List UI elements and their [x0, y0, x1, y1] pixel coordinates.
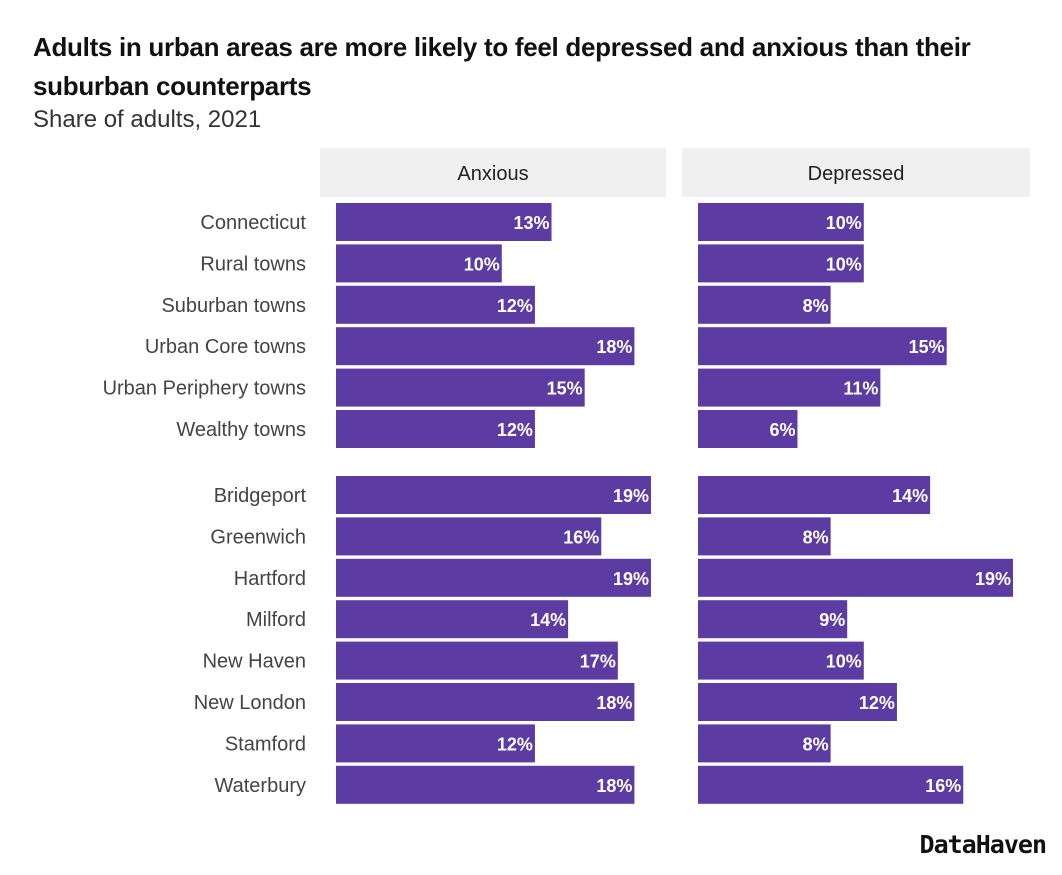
bar: [698, 600, 848, 639]
data-label: 10%: [826, 213, 862, 233]
data-label: 8%: [803, 734, 829, 754]
category-label: New London: [194, 692, 306, 714]
category-label: Wealthy towns: [176, 419, 306, 441]
data-label: 19%: [613, 569, 649, 589]
facet-strip: [320, 148, 666, 197]
data-label: 18%: [596, 693, 632, 713]
bar: [698, 724, 831, 763]
bar: [336, 641, 618, 680]
data-label: 18%: [596, 337, 632, 357]
data-label: 10%: [826, 652, 862, 672]
bar: [336, 600, 569, 639]
data-label: 12%: [497, 734, 533, 754]
bar: [336, 203, 552, 241]
category-label: Urban Periphery towns: [103, 378, 306, 400]
chart-title: Adults in urban areas are more likely to…: [33, 32, 971, 101]
bar: [698, 641, 864, 680]
data-label: 12%: [497, 420, 533, 440]
category-label: New Haven: [203, 651, 306, 673]
facet-label-depressed: Depressed: [808, 163, 905, 185]
data-label: 19%: [613, 486, 649, 506]
data-label: 6%: [769, 420, 795, 440]
facet-label-anxious: Anxious: [457, 163, 528, 185]
data-label: 15%: [547, 379, 583, 399]
category-label: Bridgeport: [214, 485, 307, 507]
bar: [698, 244, 864, 283]
bar: [698, 765, 964, 804]
data-label: 19%: [975, 569, 1011, 589]
data-label: 12%: [859, 693, 895, 713]
category-label: Milford: [246, 609, 306, 631]
data-label: 12%: [497, 296, 533, 316]
bar: [336, 476, 651, 514]
data-label: 13%: [513, 213, 549, 233]
category-label: Waterbury: [214, 775, 306, 797]
bar: [336, 285, 535, 324]
category-label: Stamford: [225, 733, 306, 755]
bar: [698, 683, 897, 721]
bar: [336, 724, 535, 763]
category-label: Connecticut: [200, 212, 306, 234]
data-label: 16%: [925, 776, 961, 796]
bar: [698, 203, 864, 241]
datahaven-logo: DataHaven: [919, 830, 1047, 859]
chart-subtitle: Share of adults, 2021: [33, 106, 262, 133]
category-label: Rural towns: [200, 253, 306, 275]
data-label: 9%: [819, 610, 845, 630]
bar: [698, 558, 1013, 597]
data-label: 8%: [803, 527, 829, 547]
category-label: Greenwich: [210, 526, 306, 548]
data-label: 18%: [596, 776, 632, 796]
category-label: Suburban towns: [161, 295, 306, 317]
data-label: 10%: [464, 254, 500, 274]
bar: [336, 368, 585, 407]
bar: [698, 285, 831, 324]
bar: [698, 327, 947, 366]
data-label: 17%: [580, 652, 616, 672]
bar: [698, 410, 798, 448]
data-label: 8%: [803, 296, 829, 316]
category-label: Urban Core towns: [145, 336, 306, 358]
bar: [336, 517, 602, 556]
category-label: Hartford: [234, 568, 306, 590]
bar: [698, 368, 881, 407]
bar: [336, 683, 635, 721]
data-label: 16%: [563, 527, 599, 547]
bar: [336, 765, 635, 804]
data-label: 15%: [909, 337, 945, 357]
data-label: 11%: [843, 379, 878, 399]
data-label: 10%: [826, 254, 862, 274]
facet-strip: [682, 148, 1030, 197]
bar: [336, 244, 502, 283]
data-label: 14%: [892, 486, 928, 506]
bar: [336, 410, 535, 448]
bar: [698, 476, 931, 514]
bar: [336, 558, 651, 597]
data-label: 14%: [530, 610, 566, 630]
bar: [336, 327, 635, 366]
bar: [698, 517, 831, 556]
